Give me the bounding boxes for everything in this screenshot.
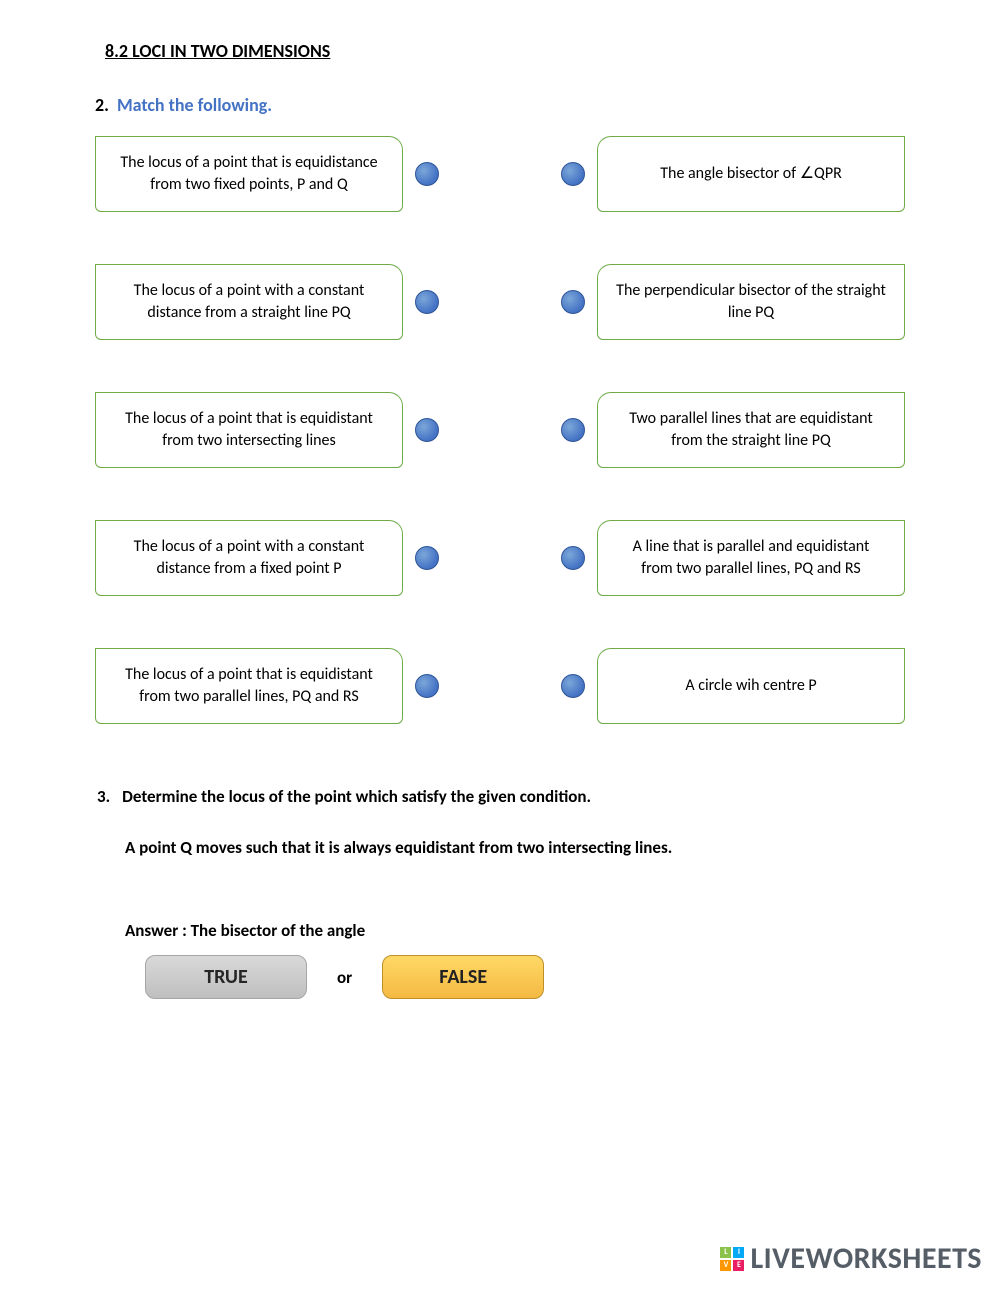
match-right-side: A line that is parallel and equidistant … [561,520,905,596]
match-right-card: A circle wih centre P [597,648,905,724]
icon-square: I [733,1247,744,1258]
match-row: The locus of a point that is equidistanc… [95,136,905,212]
card-text: The locus of a point that is equidistant… [114,408,384,451]
q3-answer-label: Answer : The bisector of the angle [125,920,905,941]
q2-header: 2. Match the following. [95,94,905,116]
match-right-card: The angle bisector of ∠QPR [597,136,905,212]
q2-text: Match the following. [117,94,272,116]
match-right-card: Two parallel lines that are equidistant … [597,392,905,468]
card-text: The locus of a point with a constant dis… [114,536,384,579]
true-button[interactable]: TRUE [145,955,307,999]
card-text: The perpendicular bisector of the straig… [616,280,886,323]
match-dot-icon[interactable] [561,546,585,570]
icon-square: V [720,1260,731,1271]
match-left-card: The locus of a point that is equidistant… [95,392,403,468]
match-left-side: The locus of a point with a constant dis… [95,520,439,596]
match-left-card: The locus of a point with a constant dis… [95,264,403,340]
card-text: A line that is parallel and equidistant … [616,536,886,579]
match-row: The locus of a point with a constant dis… [95,264,905,340]
match-left-side: The locus of a point that is equidistant… [95,392,439,468]
or-label: or [337,967,352,988]
match-dot-icon[interactable] [561,418,585,442]
match-row: The locus of a point with a constant dis… [95,520,905,596]
match-dot-icon[interactable] [561,162,585,186]
q3-block: 3. Determine the locus of the point whic… [95,786,905,999]
match-left-card: The locus of a point that is equidistanc… [95,136,403,212]
card-text: A circle wih centre P [685,675,816,697]
true-false-row: TRUE or FALSE [145,955,905,999]
match-dot-icon[interactable] [415,162,439,186]
icon-square: L [720,1247,731,1258]
match-right-side: Two parallel lines that are equidistant … [561,392,905,468]
q2-number: 2. [95,94,109,116]
q3-number: 3. [97,786,110,807]
match-right-side: The angle bisector of ∠QPR [561,136,905,212]
section-title: 8.2 LOCI IN TWO DIMENSIONS [105,40,905,62]
match-row: The locus of a point that is equidistant… [95,648,905,724]
card-text: Two parallel lines that are equidistant … [616,408,886,451]
watermark: L I V E LIVEWORKSHEETS [720,1240,982,1277]
card-text: The locus of a point that is equidistant… [114,664,384,707]
match-dot-icon[interactable] [415,674,439,698]
match-dot-icon[interactable] [415,546,439,570]
icon-square: E [733,1260,744,1271]
liveworksheets-icon: L I V E [720,1247,744,1271]
match-left-card: The locus of a point that is equidistant… [95,648,403,724]
card-text: The locus of a point that is equidistanc… [114,152,384,195]
false-button[interactable]: FALSE [382,955,544,999]
match-right-side: A circle wih centre P [561,648,905,724]
match-left-card: The locus of a point with a constant dis… [95,520,403,596]
match-right-card: A line that is parallel and equidistant … [597,520,905,596]
match-left-side: The locus of a point with a constant dis… [95,264,439,340]
card-text: The angle bisector of ∠QPR [660,163,842,185]
match-grid: The locus of a point that is equidistanc… [95,136,905,724]
match-dot-icon[interactable] [561,674,585,698]
match-left-side: The locus of a point that is equidistant… [95,648,439,724]
match-left-side: The locus of a point that is equidistanc… [95,136,439,212]
watermark-text: LIVEWORKSHEETS [750,1240,982,1277]
match-right-side: The perpendicular bisector of the straig… [561,264,905,340]
q3-subtext: A point Q moves such that it is always e… [125,837,905,858]
card-text: The locus of a point with a constant dis… [114,280,384,323]
match-row: The locus of a point that is equidistant… [95,392,905,468]
match-dot-icon[interactable] [415,418,439,442]
match-right-card: The perpendicular bisector of the straig… [597,264,905,340]
q3-text: Determine the locus of the point which s… [122,786,591,807]
match-dot-icon[interactable] [415,290,439,314]
match-dot-icon[interactable] [561,290,585,314]
